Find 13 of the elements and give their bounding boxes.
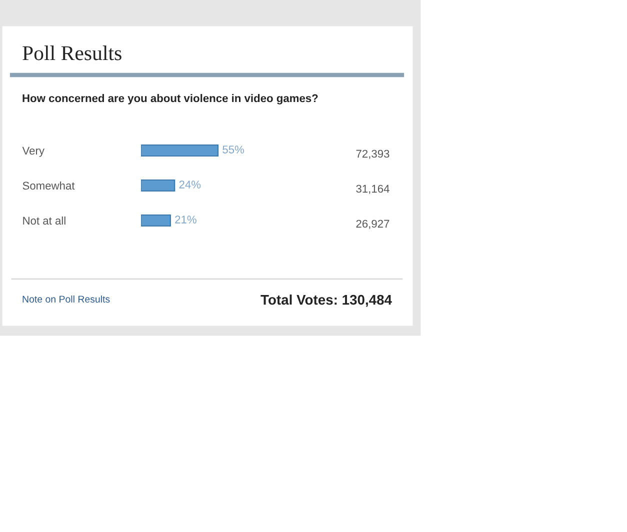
data-label: 21% [175,216,196,224]
data-label: 24% [179,180,201,188]
y-tick-label: Somewhat [22,181,75,190]
text: 72,393 [356,150,390,159]
text: 26,927 [356,220,390,229]
data-label: 55% [222,146,244,154]
text: Total Votes: 130,484 [260,294,392,307]
y-tick-label: Not at all [23,216,66,225]
y-tick-label: Very [22,146,44,157]
text: Note on Poll Results [22,295,110,303]
text: 31,164 [356,184,390,194]
chart-subtitle: How concerned are you about violence in video games? [22,94,318,104]
chart-title: Poll Results [22,46,122,60]
